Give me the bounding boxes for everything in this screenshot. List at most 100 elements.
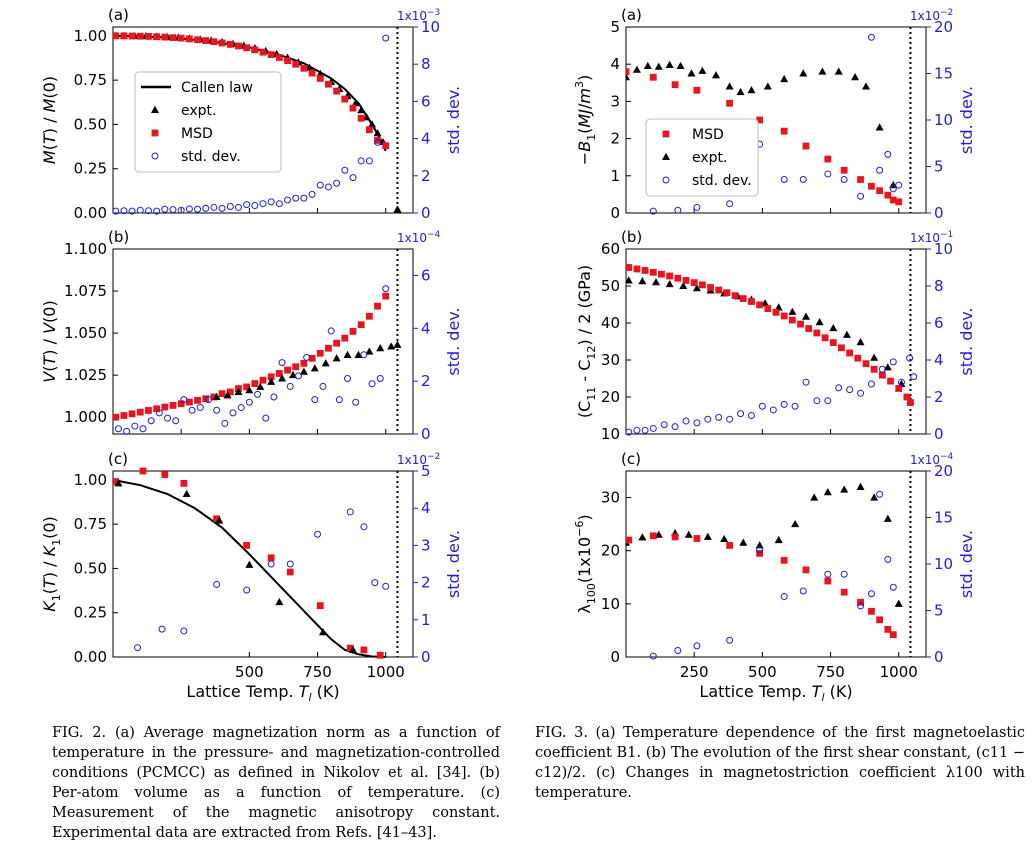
data-point-circle xyxy=(251,202,259,210)
data-point-square xyxy=(840,588,848,596)
data-point-square xyxy=(333,87,341,95)
data-point-circle xyxy=(357,157,365,165)
data-point-square xyxy=(284,57,291,65)
data-point-circle xyxy=(245,398,253,406)
data-point-circle xyxy=(867,33,875,41)
data-point-square xyxy=(780,556,788,564)
y2-tick-label: 5 xyxy=(934,602,944,620)
data-point-circle xyxy=(324,183,332,191)
data-point-triangle xyxy=(215,516,224,524)
panel-label: (b) xyxy=(621,228,642,246)
data-point-square xyxy=(805,325,813,332)
legend-label: expt. xyxy=(181,103,216,119)
plot-frame xyxy=(625,470,927,658)
data-point-square xyxy=(813,329,821,337)
data-point-circle xyxy=(294,372,302,380)
data-point-circle xyxy=(747,412,755,419)
data-point-square xyxy=(671,533,679,541)
data-point-square xyxy=(895,198,903,206)
data-point-circle xyxy=(857,602,865,610)
y2-tick-label: 4 xyxy=(421,499,431,517)
data-point-triangle xyxy=(654,530,663,538)
legend-marker-square xyxy=(151,129,159,137)
data-point-circle xyxy=(835,384,843,392)
data-point-triangle xyxy=(763,82,772,90)
data-point-square xyxy=(838,344,845,352)
data-point-square xyxy=(300,359,308,367)
series-line-callen xyxy=(113,478,386,658)
data-point-circle xyxy=(136,206,144,214)
data-point-square xyxy=(649,268,657,276)
data-point-square xyxy=(626,536,633,544)
data-point-square xyxy=(376,651,384,659)
data-point-circle xyxy=(813,397,821,405)
y-tick-label: 4 xyxy=(610,55,620,73)
legend-label: Callen law xyxy=(181,80,253,96)
data-point-triangle xyxy=(840,485,849,493)
data-point-triangle xyxy=(351,98,360,107)
data-point-triangle xyxy=(862,82,870,90)
data-point-square xyxy=(243,383,251,391)
data-point-square xyxy=(128,32,136,40)
data-point-square xyxy=(360,646,368,654)
y2-tick-label: 15 xyxy=(934,65,953,83)
data-point-square xyxy=(723,289,731,297)
data-point-square xyxy=(649,73,657,81)
panel-label: (a) xyxy=(621,6,642,24)
data-point-circle xyxy=(213,580,221,588)
data-point-circle xyxy=(693,642,701,650)
data-point-circle xyxy=(756,546,764,554)
data-point-square xyxy=(346,644,354,652)
data-point-triangle xyxy=(626,276,633,284)
data-point-circle xyxy=(221,419,229,427)
data-point-triangle xyxy=(755,541,764,549)
data-point-triangle xyxy=(256,382,265,390)
data-point-triangle xyxy=(851,73,860,81)
y2-axis-label: std. dev. xyxy=(957,530,976,598)
data-point-circle xyxy=(144,207,152,215)
data-point-triangle xyxy=(698,66,707,74)
data-layer xyxy=(113,31,402,215)
data-point-triangle xyxy=(802,312,810,320)
data-point-circle xyxy=(139,425,147,433)
y-tick-label: 0.25 xyxy=(74,160,107,178)
data-point-square xyxy=(633,265,641,273)
data-point-circle xyxy=(382,582,390,590)
y2-tick-label: 2 xyxy=(421,167,431,185)
data-point-circle xyxy=(715,413,723,421)
data-point-circle xyxy=(660,421,668,429)
data-point-square xyxy=(693,86,701,94)
y-axis-label: V(T) / V(0) xyxy=(40,300,59,382)
data-point-square xyxy=(243,44,251,52)
data-point-square xyxy=(161,471,169,478)
x-tick-label: 750 xyxy=(303,663,332,681)
data-point-square xyxy=(365,126,373,134)
data-point-circle xyxy=(286,382,294,390)
plot-frame xyxy=(112,470,414,658)
data-point-square xyxy=(764,305,772,312)
data-point-circle xyxy=(906,354,914,362)
data-point-circle xyxy=(649,424,657,432)
data-point-triangle xyxy=(393,205,402,213)
data-layer xyxy=(626,264,918,436)
y2-axis-label: std. dev. xyxy=(957,307,976,375)
data-point-square xyxy=(772,308,780,316)
data-point-square xyxy=(194,396,201,404)
x-tick-label: 1000 xyxy=(367,663,405,681)
data-point-triangle xyxy=(114,479,123,487)
data-point-square xyxy=(382,292,390,300)
data-point-square xyxy=(292,363,300,371)
data-point-triangle xyxy=(332,354,341,362)
data-point-square xyxy=(180,480,188,487)
data-point-square xyxy=(626,68,630,76)
data-point-triangle xyxy=(692,284,701,292)
data-layer xyxy=(113,285,402,435)
y2-tick-label: 4 xyxy=(934,351,944,369)
data-point-circle xyxy=(884,150,892,158)
data-point-square xyxy=(286,568,294,576)
data-point-triangle xyxy=(761,299,770,307)
data-point-circle xyxy=(204,396,212,404)
data-point-triangle xyxy=(870,493,879,501)
y2-tick-label: 15 xyxy=(934,509,953,527)
